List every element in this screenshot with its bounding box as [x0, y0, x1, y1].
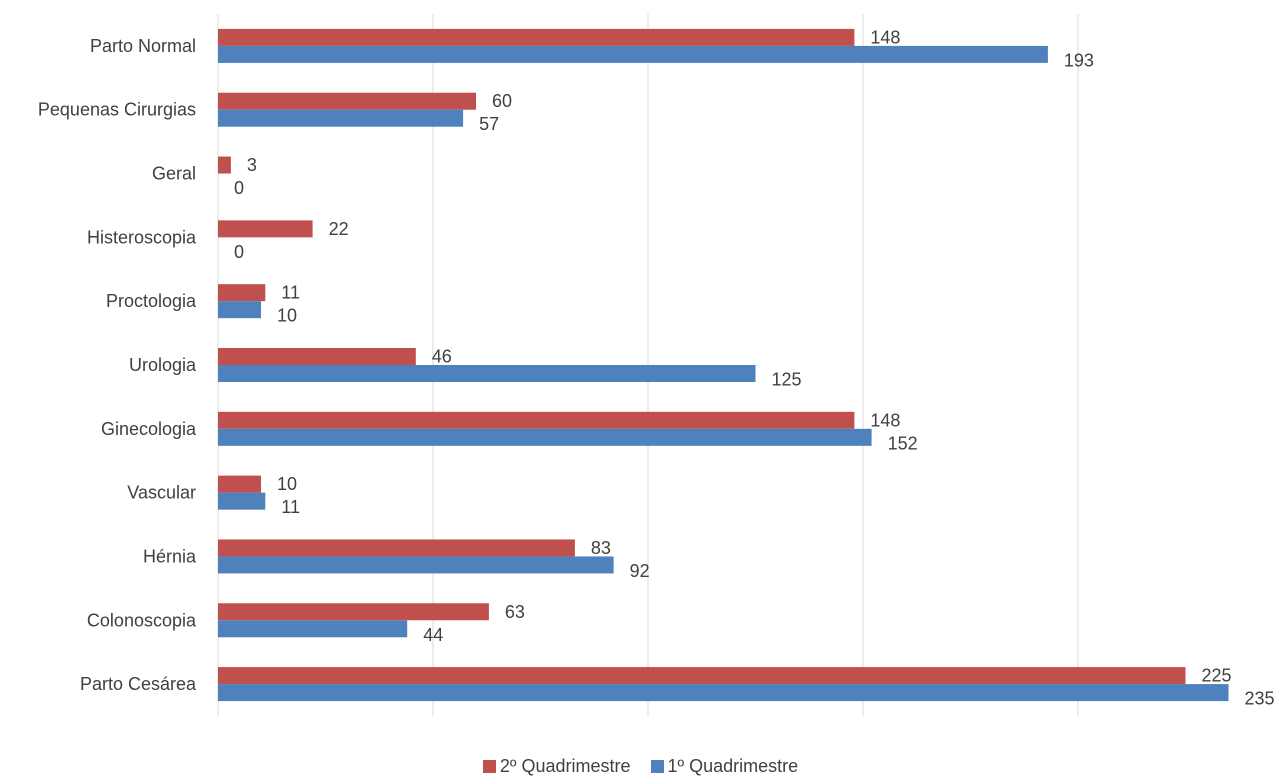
category-label: Hérnia: [143, 546, 197, 566]
value-label-series-0: 46: [432, 347, 452, 367]
category-label: Geral: [152, 164, 196, 184]
bar-series-1: [218, 684, 1229, 702]
value-label-series-0: 83: [591, 538, 611, 558]
category-label: Proctologia: [106, 291, 197, 311]
value-label-series-0: 148: [870, 27, 900, 47]
bar-series-1: [218, 492, 266, 510]
value-label-series-1: 0: [234, 242, 244, 262]
value-label-series-1: 92: [630, 561, 650, 581]
legend-label-series-0: 2º Quadrimestre: [499, 756, 631, 776]
bar-series-0: [218, 156, 231, 174]
legend-item-series-0: 2º Quadrimestre: [482, 756, 631, 776]
legend-label-series-1: 1º Quadrimestre: [667, 756, 799, 776]
value-label-series-0: 60: [492, 91, 512, 111]
bar-series-0: [218, 220, 313, 238]
bar-series-0: [218, 603, 489, 621]
value-label-series-1: 235: [1245, 689, 1275, 709]
category-label: Colonoscopia: [87, 610, 197, 630]
bar-series-1: [218, 620, 408, 638]
category-label: Pequenas Cirurgias: [38, 100, 196, 120]
value-label-series-1: 193: [1064, 50, 1094, 70]
bar-series-1: [218, 428, 872, 446]
value-label-series-0: 22: [329, 219, 349, 239]
legend-item-series-1: 1º Quadrimestre: [650, 756, 799, 776]
value-label-series-1: 11: [281, 497, 300, 517]
value-label-series-0: 148: [870, 410, 900, 430]
bar-series-0: [218, 411, 855, 429]
bar-series-0: [218, 284, 266, 302]
legend-swatch-series-1: [650, 759, 664, 773]
bar-series-0: [218, 667, 1186, 685]
value-label-series-0: 225: [1202, 666, 1232, 686]
value-label-series-0: 11: [281, 283, 300, 303]
category-label: Parto Normal: [90, 36, 196, 56]
value-label-series-1: 0: [234, 178, 244, 198]
bar-series-1: [218, 365, 756, 382]
bar-series-0: [218, 92, 476, 110]
bar-series-0: [218, 475, 261, 493]
legend: 2º Quadrimestre 1º Quadrimestre: [0, 756, 1281, 776]
category-label: Histeroscopia: [87, 227, 197, 247]
category-label: Vascular: [127, 483, 196, 503]
bar-series-1: [218, 45, 1048, 63]
value-label-series-1: 152: [888, 433, 918, 453]
bar-series-1: [218, 556, 614, 574]
value-label-series-1: 57: [479, 114, 499, 134]
category-label: Urologia: [129, 355, 197, 375]
category-label: Ginecologia: [101, 419, 197, 439]
bar-series-0: [218, 348, 416, 365]
category-label: Parto Cesárea: [80, 674, 197, 694]
value-label-series-1: 125: [772, 370, 802, 390]
value-label-series-0: 10: [277, 474, 297, 494]
bar-series-1: [218, 109, 464, 127]
value-label-series-1: 10: [277, 306, 297, 326]
legend-swatch-series-0: [482, 759, 496, 773]
bar-series-0: [218, 539, 575, 557]
value-label-series-1: 44: [423, 625, 443, 645]
bar-series-0: [218, 28, 855, 46]
value-label-series-0: 63: [505, 602, 525, 622]
bar-series-1: [218, 301, 261, 319]
value-label-series-0: 3: [247, 155, 257, 175]
